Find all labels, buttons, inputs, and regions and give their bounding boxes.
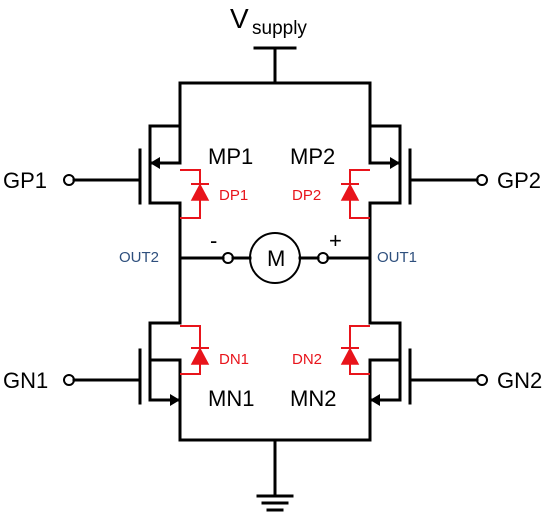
- mn2-label: MN2: [290, 386, 336, 411]
- gn2-label: GN2: [497, 368, 542, 393]
- gp1-label: GP1: [3, 168, 47, 193]
- vsupply-terminal: [253, 46, 297, 85]
- gn1-label: GN1: [3, 368, 48, 393]
- motor-plus: +: [329, 228, 342, 253]
- dn2-diode: [340, 325, 370, 375]
- motor-minus: -: [210, 228, 217, 253]
- mp2-transistor: [368, 124, 412, 205]
- out1-label: OUT1: [377, 249, 417, 266]
- dp2-diode: [340, 169, 370, 219]
- dn1-label: DN1: [219, 351, 249, 368]
- dp2-label: DP2: [292, 187, 321, 204]
- ground-icon: [256, 438, 294, 512]
- mn2-transistor: [368, 321, 412, 406]
- out2-label: OUT2: [119, 249, 159, 266]
- dp1-diode: [180, 169, 210, 219]
- gp1-terminal: [63, 174, 142, 186]
- gn1-terminal: [63, 374, 142, 386]
- mn1-label: MN1: [208, 386, 254, 411]
- dn2-label: DN2: [292, 351, 322, 368]
- dp1-label: DP1: [219, 187, 248, 204]
- vsupply-subscript: supply: [252, 18, 307, 39]
- dn1-diode: [180, 325, 210, 375]
- vsupply-label: V: [230, 3, 249, 34]
- mp1-transistor: [138, 124, 182, 205]
- gp2-terminal: [408, 174, 488, 186]
- mp1-label: MP1: [208, 144, 253, 169]
- motor-label: M: [267, 246, 285, 271]
- mp2-label: MP2: [290, 144, 335, 169]
- gn2-terminal: [408, 374, 488, 386]
- gp2-label: GP2: [497, 168, 541, 193]
- mn1-transistor: [138, 321, 182, 406]
- motor: [178, 232, 372, 284]
